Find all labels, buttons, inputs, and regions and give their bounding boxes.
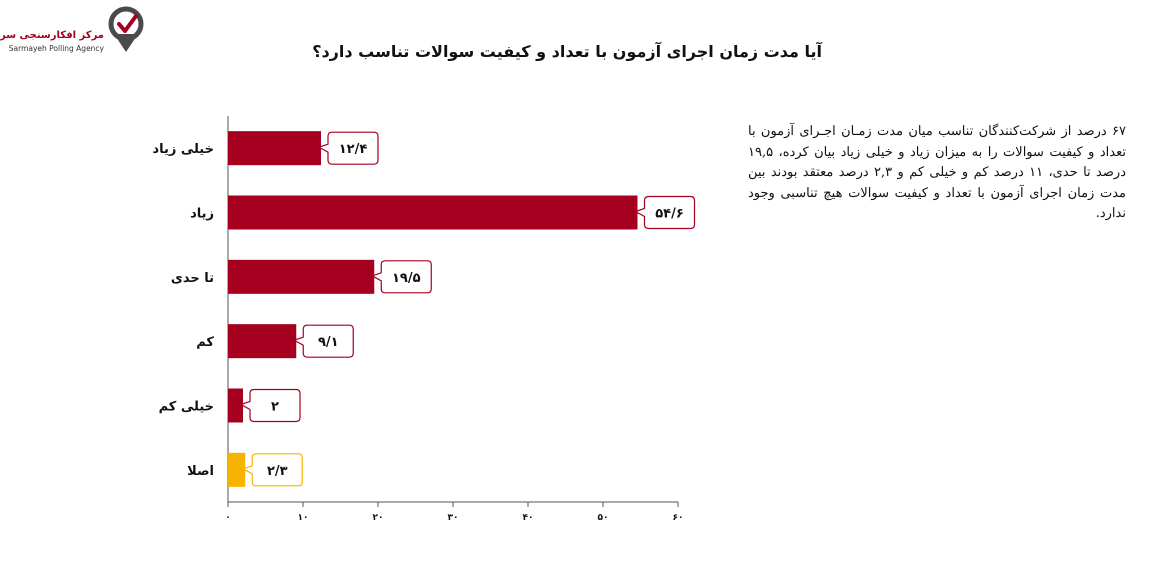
category-label: کم [196,335,214,350]
summary-paragraph: ۶۷ درصد از شرکت‌کنندگان تناسب میان مدت ز… [748,124,1126,221]
data-label-callout [241,453,303,487]
x-tick-label: ۰ [225,513,231,523]
data-label-callout [292,324,354,358]
data-label: ۲ [271,400,279,415]
bar [228,388,243,423]
category-label: تا حدی [171,271,214,286]
x-tick-label: ۳۰ [448,513,459,523]
category-label: خیلی زیاد [152,142,214,157]
x-tick-label: ۴۰ [523,513,534,523]
x-tick-label: ۶۰ [673,513,684,523]
brand-name-en: Sarmayeh Polling Agency [8,44,104,53]
category-label: خیلی کم [159,400,214,415]
data-label: ۱۲/۴ [339,142,368,157]
bar [228,259,375,294]
data-label-callout [317,131,379,165]
data-label: ۱۹/۵ [392,271,421,286]
data-label: ۹/۱ [318,335,339,350]
x-tick-label: ۲۰ [373,513,384,523]
data-label-callout [634,195,696,230]
bar [228,324,297,359]
data-label: ۵۴/۶ [655,207,684,222]
x-tick-label: ۵۰ [598,513,609,523]
bar [228,131,321,166]
category-label: اصلا [187,464,214,479]
chart-title: آیا مدت زمان اجرای آزمون با تعداد و کیفی… [312,42,822,61]
brand-name-fa: مرکز افکارسنجی سرمایه [0,30,104,41]
bar [228,195,638,230]
bar [228,452,246,487]
data-label-callout [239,388,301,423]
category-label: زیاد [190,207,214,222]
check-pin-icon [108,6,144,52]
data-label-callout [370,260,432,294]
x-tick-label: ۱۰ [298,513,309,523]
brand-logo: مرکز افکارسنجی سرمایه Sarmayeh Polling A… [0,4,148,56]
data-label: ۲/۳ [267,464,288,479]
